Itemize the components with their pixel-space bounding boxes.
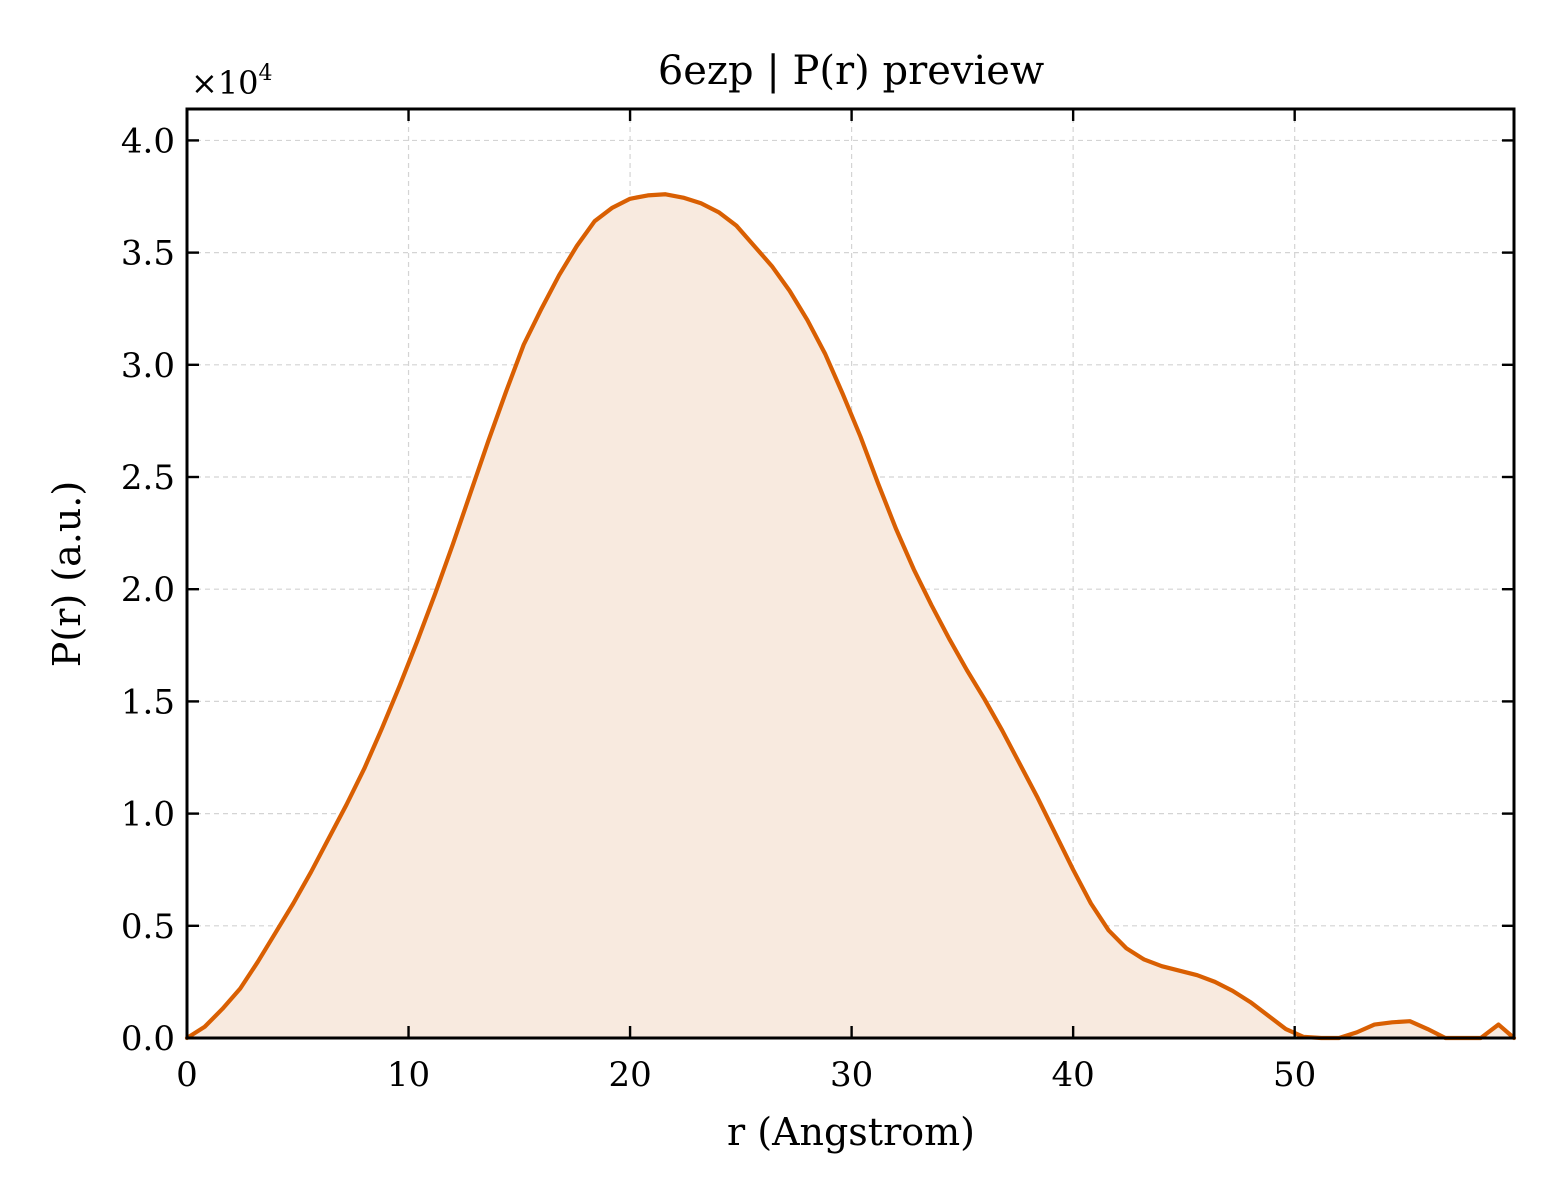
x-tick-label: 40 xyxy=(1052,1055,1095,1095)
y-offset-label: ×104 xyxy=(191,61,273,102)
x-axis-label: r (Angstrom) xyxy=(727,1110,975,1154)
y-offset-exponent: 4 xyxy=(259,61,273,86)
y-tick-label: 2.5 xyxy=(121,458,175,498)
y-axis-label: P(r) (a.u.) xyxy=(45,481,89,667)
y-tick-label: 2.0 xyxy=(121,570,175,610)
y-offset-base: ×10 xyxy=(191,64,259,102)
y-tick-label: 3.5 xyxy=(121,234,175,274)
x-tick-label: 20 xyxy=(608,1055,651,1095)
y-tick-label: 0.0 xyxy=(121,1019,175,1059)
tick-layer: 0 10 20 30 40 50 0.0 0.5 1.0 1.5 2.0 2.5 3.0 3.5 4.0 xyxy=(121,109,1514,1095)
x-tick-label: 30 xyxy=(830,1055,873,1095)
chart-title: 6ezp | P(r) preview xyxy=(658,48,1044,94)
area-layer xyxy=(187,194,1514,1038)
x-tick-label: 50 xyxy=(1273,1055,1316,1095)
y-tick-label: 0.5 xyxy=(121,907,175,947)
series-area-fill xyxy=(187,194,1514,1038)
x-tick-label: 10 xyxy=(387,1055,430,1095)
y-tick-label: 4.0 xyxy=(121,121,175,161)
y-tick-label: 1.0 xyxy=(121,795,175,835)
y-tick-label: 1.5 xyxy=(121,682,175,722)
y-tick-label: 3.0 xyxy=(121,346,175,386)
x-tick-label: 0 xyxy=(176,1055,198,1095)
